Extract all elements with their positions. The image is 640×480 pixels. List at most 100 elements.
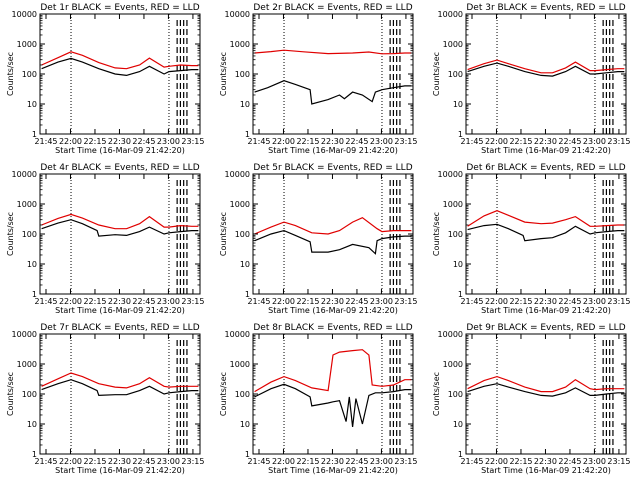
y-tick-label: 1000 [230, 200, 250, 209]
y-tick-label: 1 [458, 450, 463, 459]
y-tick-label: 1000 [443, 40, 463, 49]
lld-series-line [41, 372, 199, 389]
panel-title: Det 8r BLACK = Events, RED = LLD [253, 323, 412, 333]
y-tick-label: 100 [448, 390, 463, 399]
x-tick-label: 22:45 [345, 457, 368, 466]
y-tick-label: 1000 [443, 360, 463, 369]
x-tick-label: 21:45 [34, 137, 57, 146]
x-tick-label: 23:00 [157, 457, 180, 466]
events-series-line [467, 62, 625, 77]
y-tick-label: 10000 [438, 330, 463, 339]
x-tick-label: 22:00 [272, 137, 295, 146]
x-tick-label: 23:15 [181, 297, 204, 306]
x-tick-label: 22:15 [296, 137, 319, 146]
panel-title: Det 2r BLACK = Events, RED = LLD [253, 3, 412, 13]
y-tick-label: 100 [235, 230, 250, 239]
detector-panel-3: Det 3r BLACK = Events, RED = LLD 1 10 100 10… [432, 3, 630, 155]
plot-frame [252, 13, 414, 135]
y-tick-label: 10000 [225, 170, 250, 179]
y-tick-label: 10000 [438, 170, 463, 179]
lld-series-line [254, 49, 412, 55]
plot-frame [465, 173, 627, 295]
x-tick-label: 22:45 [132, 297, 155, 306]
x-tick-label: 22:15 [83, 137, 106, 146]
y-axis-label: Counts/sec [6, 52, 15, 96]
x-tick-label: 21:45 [247, 457, 270, 466]
x-tick-label: 22:00 [485, 297, 508, 306]
y-tick-label: 1 [245, 130, 250, 139]
x-axis-label: Start Time (16-Mar-09 21:42:20) [55, 146, 185, 155]
x-tick-label: 22:30 [321, 137, 344, 146]
x-tick-label: 23:15 [394, 137, 417, 146]
y-tick-label: 10000 [225, 10, 250, 19]
x-tick-label: 22:15 [509, 137, 532, 146]
x-tick-label: 23:15 [607, 297, 630, 306]
x-tick-label: 22:00 [59, 297, 82, 306]
y-axis-label: Counts/sec [6, 372, 15, 416]
y-tick-label: 1 [245, 450, 250, 459]
x-tick-label: 23:15 [607, 457, 630, 466]
y-tick-label: 1 [32, 130, 37, 139]
y-tick-label: 1 [32, 450, 37, 459]
x-tick-label: 22:00 [59, 457, 82, 466]
x-tick-label: 22:30 [108, 297, 131, 306]
x-tick-label: 22:45 [558, 297, 581, 306]
y-tick-label: 100 [22, 70, 37, 79]
x-tick-label: 21:45 [247, 297, 270, 306]
y-axis-label: Counts/sec [432, 52, 441, 96]
y-axis-label: Counts/sec [432, 372, 441, 416]
detector-panel-8: Det 8r BLACK = Events, RED = LLD 1 10 100 10… [219, 323, 417, 475]
y-tick-label: 1 [458, 290, 463, 299]
detector-panel-6: Det 6r BLACK = Events, RED = LLD 1 10 100 10… [432, 163, 630, 315]
x-tick-label: 22:15 [83, 457, 106, 466]
y-tick-label: 1 [458, 130, 463, 139]
events-series-line [41, 219, 199, 237]
x-tick-label: 23:00 [583, 297, 606, 306]
y-tick-label: 10 [240, 100, 250, 109]
y-tick-label: 1 [32, 290, 37, 299]
x-tick-label: 23:15 [181, 457, 204, 466]
lld-series-line [467, 210, 625, 227]
y-axis-label: Counts/sec [6, 212, 15, 256]
x-tick-label: 23:15 [607, 137, 630, 146]
y-tick-label: 1000 [443, 200, 463, 209]
detector-panel-1: Det 1r BLACK = Events, RED = LLD 1 10 100 10… [6, 3, 204, 155]
y-tick-label: 10000 [12, 170, 37, 179]
y-tick-label: 100 [22, 390, 37, 399]
events-series-line [254, 80, 412, 105]
x-tick-label: 22:45 [132, 137, 155, 146]
plot-frame [39, 173, 201, 295]
lld-series-line [254, 349, 412, 393]
x-tick-label: 22:30 [534, 297, 557, 306]
y-tick-label: 100 [22, 230, 37, 239]
y-tick-label: 1 [245, 290, 250, 299]
y-tick-label: 1000 [230, 360, 250, 369]
y-tick-label: 10 [27, 260, 37, 269]
x-tick-label: 23:00 [370, 137, 393, 146]
x-tick-label: 21:45 [34, 457, 57, 466]
panel-title: Det 4r BLACK = Events, RED = LLD [40, 163, 199, 173]
x-tick-label: 22:30 [108, 457, 131, 466]
x-tick-label: 22:45 [345, 137, 368, 146]
y-tick-label: 100 [235, 390, 250, 399]
x-tick-label: 22:30 [321, 457, 344, 466]
x-tick-label: 22:00 [59, 137, 82, 146]
y-tick-label: 100 [235, 70, 250, 79]
x-tick-label: 21:45 [460, 137, 483, 146]
y-tick-label: 1000 [230, 40, 250, 49]
y-tick-label: 10 [240, 420, 250, 429]
y-tick-label: 10 [453, 420, 463, 429]
x-tick-label: 23:15 [394, 297, 417, 306]
detector-panel-5: Det 5r BLACK = Events, RED = LLD 1 10 100 10… [219, 163, 417, 315]
x-axis-label: Start Time (16-Mar-09 21:42:20) [55, 466, 185, 475]
panel-title: Det 1r BLACK = Events, RED = LLD [40, 3, 199, 13]
detector-panel-7: Det 7r BLACK = Events, RED = LLD 1 10 100 10… [6, 323, 204, 475]
y-axis-label: Counts/sec [219, 372, 228, 416]
panel-title: Det 7r BLACK = Events, RED = LLD [40, 323, 199, 333]
y-tick-label: 10000 [438, 10, 463, 19]
x-axis-label: Start Time (16-Mar-09 21:42:20) [55, 306, 185, 315]
lld-series-line [41, 213, 199, 230]
x-tick-label: 22:15 [296, 297, 319, 306]
x-tick-label: 22:15 [509, 457, 532, 466]
